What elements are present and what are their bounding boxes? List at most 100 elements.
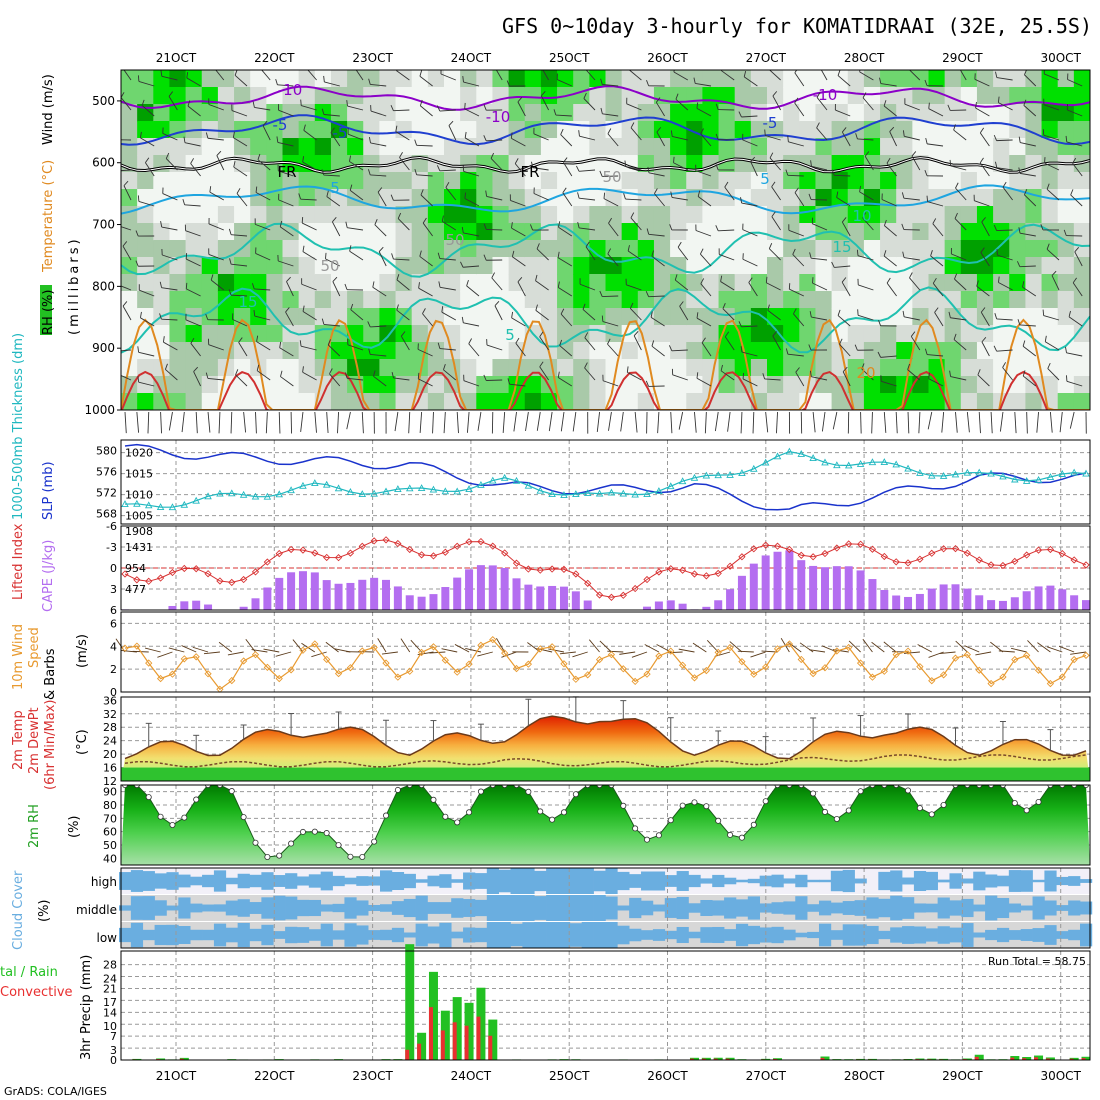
- upper-barb-flag: [841, 277, 847, 283]
- upper-barb-flag: [279, 220, 283, 227]
- bottom-date-26OCT: 26OCT: [647, 1069, 688, 1083]
- upper-barb-flag: [819, 61, 823, 66]
- upper-barb: [792, 254, 805, 267]
- rh-cell: [169, 87, 187, 105]
- cloud-cell: [724, 929, 737, 941]
- rh-cell: [1057, 291, 1075, 309]
- rh-cell: [330, 291, 348, 309]
- cloud-cell: [1080, 901, 1093, 915]
- rh-cell: [815, 189, 833, 207]
- lifted-index-line-point: [228, 578, 236, 587]
- upper-barb: [463, 81, 480, 87]
- rh-cell: [282, 257, 300, 275]
- contour-label: 15: [238, 293, 257, 311]
- surface-barb: [1036, 411, 1039, 433]
- upper-barb-flag: [831, 169, 835, 176]
- cape-bar: [951, 584, 960, 610]
- upper-barb: [231, 110, 248, 117]
- upper-barb-flag: [795, 367, 800, 373]
- rh-cell: [799, 206, 817, 224]
- upper-barb: [161, 226, 178, 231]
- upper-barb: [1046, 248, 1060, 261]
- upper-barb-flag: [953, 124, 956, 131]
- upper-barb-flag: [302, 156, 305, 163]
- rh-cell: [960, 325, 978, 343]
- surface-barb: [596, 411, 601, 433]
- rh-line-point: [193, 796, 200, 803]
- upper-barb-flag: [374, 219, 378, 225]
- cloud-cell: [261, 924, 274, 946]
- wind-speed-line-point: [738, 657, 746, 666]
- upper-barb-flag: [577, 192, 580, 199]
- upper-barb: [559, 345, 573, 357]
- lifted-index-line-point: [370, 537, 378, 545]
- upper-wind-barbs: [121, 61, 1083, 387]
- upper-barb-flag: [140, 311, 142, 318]
- upper-barb-flag: [186, 71, 189, 79]
- upper-barb-flag: [979, 157, 984, 164]
- rh-line-point: [940, 801, 947, 808]
- upper-barb: [279, 347, 294, 357]
- cape-bar: [904, 596, 913, 610]
- upper-barb: [278, 170, 294, 177]
- cloud-unit: (%): [37, 900, 52, 923]
- rh-cell: [314, 308, 332, 326]
- rh-cell: [734, 121, 752, 139]
- lifted-index-line-point: [240, 575, 248, 584]
- upper-barb: [820, 70, 828, 81]
- bottom-date-labels: 21OCT 22OCT 23OCT 24OCT 25OCT 26OCT 27OCT 28OCT…: [156, 1069, 1082, 1083]
- cloud-bands: [119, 868, 1093, 948]
- surface-barb: [255, 411, 257, 434]
- temp-area: [121, 696, 1090, 781]
- cape-bar: [417, 596, 426, 610]
- upper-barb-flag: [1022, 281, 1025, 288]
- cape-tick-477: 477: [125, 583, 146, 596]
- upper-barb: [811, 376, 828, 381]
- rh-cell: [686, 274, 703, 292]
- wind10-barb: [1037, 642, 1051, 653]
- rh-cell: [960, 393, 978, 410]
- lifted-index-line-point: [690, 570, 699, 578]
- upper-barb: [626, 103, 642, 111]
- upper-barb: [300, 345, 317, 351]
- cloud-cell: [213, 904, 227, 912]
- precip-conv-bar: [773, 1058, 778, 1060]
- wind-speed-line-point: [394, 673, 402, 681]
- cloud-cell: [427, 875, 440, 887]
- upper-barb: [495, 70, 503, 81]
- upper-barb-flag: [483, 223, 487, 230]
- temp-line: [124, 715, 1087, 760]
- upper-barb-flag: [164, 363, 168, 370]
- surface-wind-barbs: [124, 411, 1087, 434]
- thickness-line-point: [156, 503, 165, 511]
- upper-barb: [511, 317, 526, 327]
- upper-barb: [793, 313, 805, 327]
- rh-cell: [670, 138, 687, 156]
- wind-speed-series: [121, 636, 1090, 693]
- rh-cell: [734, 274, 752, 292]
- thickness-line-point: [1046, 473, 1055, 480]
- cloud-cell: [225, 927, 238, 943]
- upper-barb: [557, 257, 573, 267]
- upper-barb: [372, 286, 387, 297]
- rh-cell: [234, 138, 251, 156]
- rh-cell: [282, 206, 300, 224]
- upper-barb: [280, 226, 294, 237]
- rh-cell: [1057, 393, 1075, 410]
- upper-barb: [254, 106, 271, 111]
- rh-cell: [976, 138, 994, 156]
- rh-cell: [621, 393, 639, 410]
- rh-cell: [767, 87, 784, 105]
- lifted-index-line-point: [584, 579, 592, 587]
- rh-cell: [960, 70, 978, 88]
- rh-cell: [379, 223, 397, 241]
- thickness-tick-572: 572: [96, 487, 117, 500]
- rh-cell: [847, 342, 865, 360]
- upper-barb: [256, 370, 271, 381]
- upper-barb: [794, 192, 805, 207]
- upper-barb: [185, 258, 201, 267]
- rh-cell: [137, 359, 154, 377]
- cloud-cell: [261, 872, 274, 890]
- thickness-line-point: [275, 490, 283, 498]
- upper-barb-flag: [491, 272, 495, 279]
